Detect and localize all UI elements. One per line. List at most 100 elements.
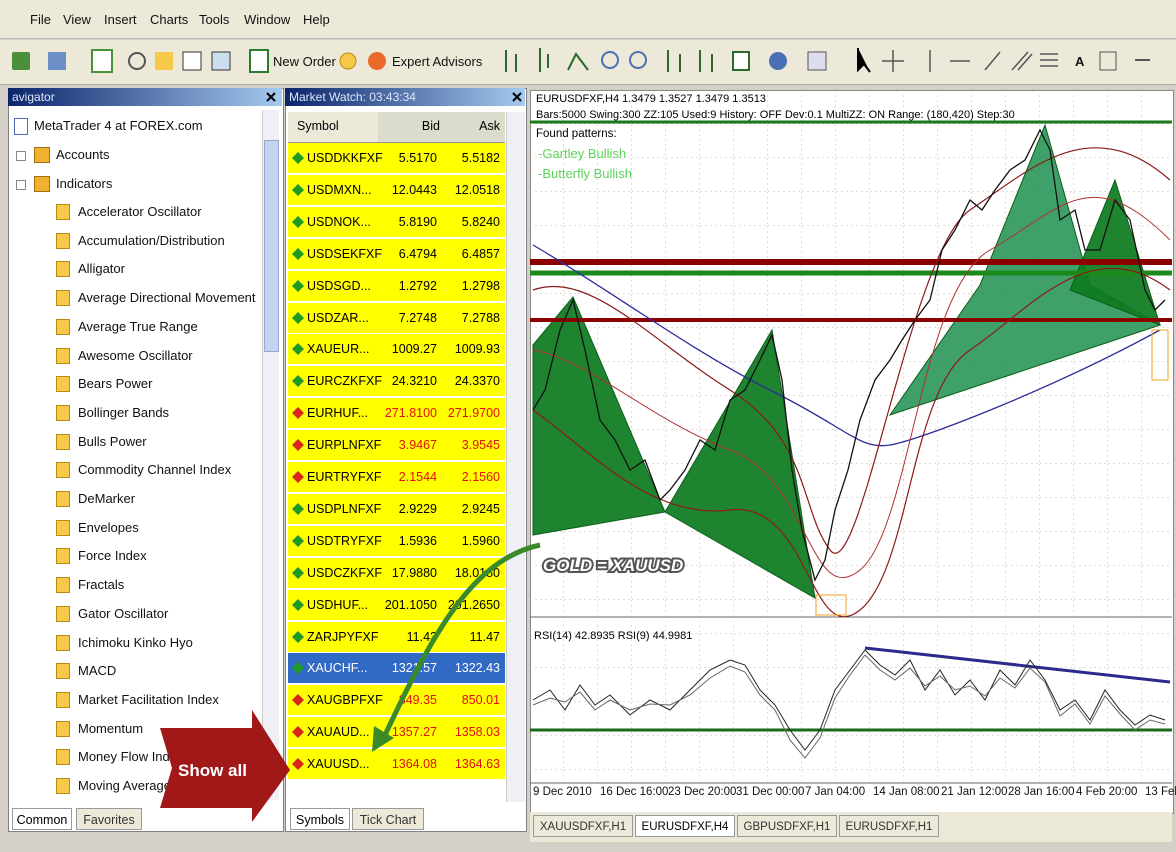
toolbar-icons xyxy=(0,40,1176,84)
indicator[interactable]: Bollinger Bands xyxy=(78,405,260,420)
indicator-icon xyxy=(56,204,70,220)
folder[interactable]: Indicators xyxy=(56,176,112,191)
menu-item[interactable]: File xyxy=(30,12,51,27)
navigator-close[interactable] xyxy=(264,90,278,104)
bid: 3.9467 xyxy=(399,430,437,460)
expert-advisors-button[interactable]: Expert Advisors xyxy=(392,54,482,69)
menu-item[interactable]: Help xyxy=(303,12,330,27)
indicator[interactable]: Gator Oscillator xyxy=(78,606,260,621)
direction-icon xyxy=(292,662,304,674)
text-tool-button[interactable]: A xyxy=(1075,54,1084,69)
tree-root[interactable]: MetaTrader 4 at FOREX.com xyxy=(34,118,203,133)
menu-item[interactable]: Insert xyxy=(104,12,137,27)
indicator[interactable]: Envelopes xyxy=(78,520,260,535)
indicator[interactable]: Average True Range xyxy=(78,319,260,334)
column-header[interactable]: Ask xyxy=(479,119,500,133)
menu-item[interactable]: Window xyxy=(244,12,290,27)
ask: 3.9545 xyxy=(462,430,500,460)
chart-tab[interactable]: EURUSDFXF,H4 xyxy=(635,815,735,837)
indicator[interactable]: Bears Power xyxy=(78,376,260,391)
indicator-icon xyxy=(56,376,70,392)
symbol: XAUAUD... xyxy=(307,717,370,747)
ask: 24.3370 xyxy=(455,366,500,396)
time-label: 4 Feb 20:00 xyxy=(1076,786,1137,798)
bid: 1357.27 xyxy=(392,717,437,747)
chart-tab[interactable]: XAUUSDFXF,H1 xyxy=(533,815,633,837)
indicator[interactable]: Money Flow Index xyxy=(78,749,260,764)
time-label: 9 Dec 2010 xyxy=(533,786,592,798)
indicator[interactable]: Commodity Channel Index xyxy=(78,462,260,477)
bid: 6.4794 xyxy=(399,239,437,269)
symbol: USDDKKFXF xyxy=(307,143,383,173)
chart-tab[interactable]: EURUSDFXF,H1 xyxy=(839,815,939,837)
indicator[interactable]: Momentum xyxy=(78,721,260,736)
symbol: EURHUF... xyxy=(307,398,368,428)
indicator[interactable]: Alligator xyxy=(78,261,260,276)
bid: 7.2748 xyxy=(399,303,437,333)
toolbar: New Order Expert Advisors A xyxy=(0,40,1176,85)
new-order-button[interactable]: New Order xyxy=(273,54,336,69)
expand-toggle[interactable] xyxy=(16,180,26,190)
market-watch-tab[interactable]: Tick Chart xyxy=(352,808,424,830)
indicator[interactable]: Moving Average xyxy=(78,778,260,793)
market-watch-scrollbar[interactable] xyxy=(506,112,525,802)
indicator[interactable]: Accelerator Oscillator xyxy=(78,204,260,219)
indicator[interactable]: Market Facilitation Index xyxy=(78,692,260,707)
market-watch-title: Market Watch: 03:43:34 xyxy=(289,90,416,104)
market-watch-tab[interactable]: Symbols xyxy=(290,808,350,830)
direction-icon xyxy=(292,694,304,706)
chart-tab[interactable]: GBPUSDFXF,H1 xyxy=(737,815,837,837)
indicator-icon xyxy=(56,663,70,679)
navigator-scrollbar[interactable] xyxy=(262,110,279,800)
indicator[interactable]: Ichimoku Kinko Hyo xyxy=(78,635,260,650)
bid: 271.8100 xyxy=(385,398,437,428)
symbol: XAUEUR... xyxy=(307,334,370,364)
expand-toggle[interactable] xyxy=(16,151,26,161)
pattern-name: -Butterfly Bullish xyxy=(538,166,632,181)
indicator[interactable]: Fractals xyxy=(78,577,260,592)
indicator[interactable]: MACD xyxy=(78,663,260,678)
navigator-tab[interactable]: Common xyxy=(12,808,72,830)
symbol: USDSEKFXF xyxy=(307,239,382,269)
symbol: USDCZKFXF xyxy=(307,558,382,588)
navigator-tab[interactable]: Favorites xyxy=(76,808,142,830)
symbol: USDSGD... xyxy=(307,271,371,301)
indicator[interactable]: Average Directional Movement Inde xyxy=(78,290,260,305)
indicator[interactable]: Force Index xyxy=(78,548,260,563)
symbol: XAUGBPFXF xyxy=(307,685,383,715)
folder[interactable]: Accounts xyxy=(56,147,109,162)
indicator[interactable]: Awesome Oscillator xyxy=(78,348,260,363)
column-header[interactable]: Symbol xyxy=(297,119,339,133)
indicator[interactable]: DeMarker xyxy=(78,491,260,506)
indicator-icon xyxy=(56,635,70,651)
indicator[interactable]: Accumulation/Distribution xyxy=(78,233,260,248)
menu-item[interactable]: Charts xyxy=(150,12,188,27)
column-header[interactable]: Bid xyxy=(422,119,440,133)
indicator[interactable]: Bulls Power xyxy=(78,434,260,449)
menu-item[interactable]: Tools xyxy=(199,12,229,27)
direction-icon xyxy=(292,216,304,228)
market-watch-close[interactable] xyxy=(510,90,524,104)
menu-item[interactable]: View xyxy=(63,12,91,27)
direction-icon xyxy=(292,631,304,643)
